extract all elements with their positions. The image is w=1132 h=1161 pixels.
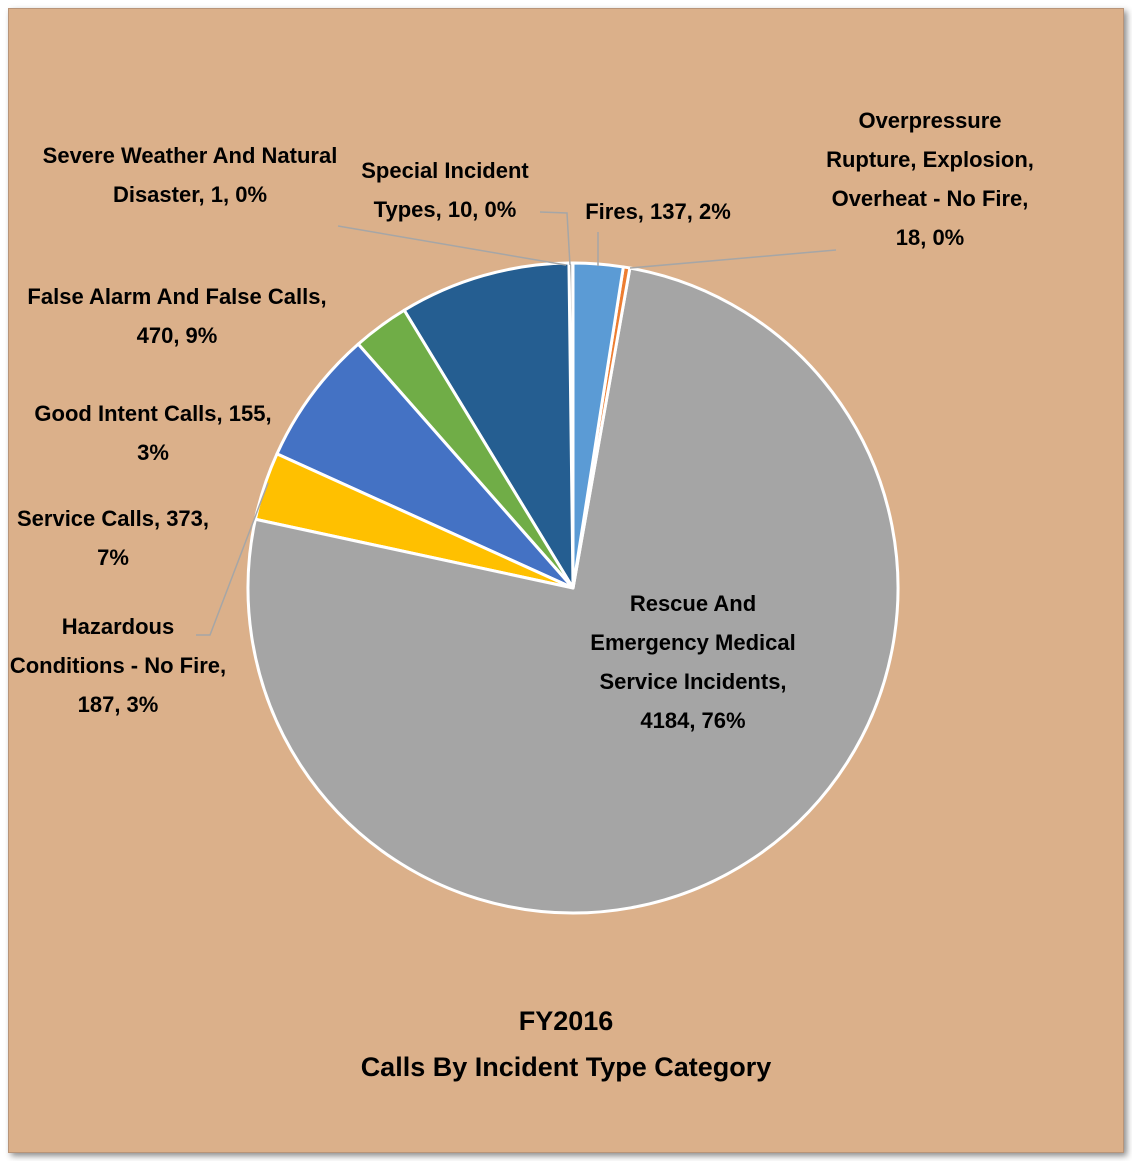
data-label: Severe Weather And Natural Disaster, 1, … xyxy=(42,143,338,207)
leader-line xyxy=(629,249,837,269)
pie-slice xyxy=(275,342,575,590)
data-label: Rescue And Emergency Medical Service Inc… xyxy=(590,591,796,733)
data-label: Good Intent Calls, 155, 3% xyxy=(34,401,272,465)
data-label: Special Incident Types, 10, 0% xyxy=(361,158,529,222)
data-label: Overpressure Rupture, Explosion, Overhea… xyxy=(826,108,1034,250)
leader-line xyxy=(539,211,571,266)
data-label: False Alarm And False Calls, 470, 9% xyxy=(27,284,327,348)
pie-slice xyxy=(246,266,900,915)
chart-title: FY2016 xyxy=(518,1006,614,1036)
data-label: Service Calls, 373, 7% xyxy=(16,506,210,570)
chart-subtitle: Calls By Incident Type Category xyxy=(360,1052,772,1082)
leader-line xyxy=(337,225,567,266)
data-label: Fires, 137, 2% xyxy=(585,199,731,224)
leader-line xyxy=(196,482,269,636)
data-label: Hazardous Conditions - No Fire, 187, 3% xyxy=(9,614,227,717)
leader-lines xyxy=(196,211,837,636)
